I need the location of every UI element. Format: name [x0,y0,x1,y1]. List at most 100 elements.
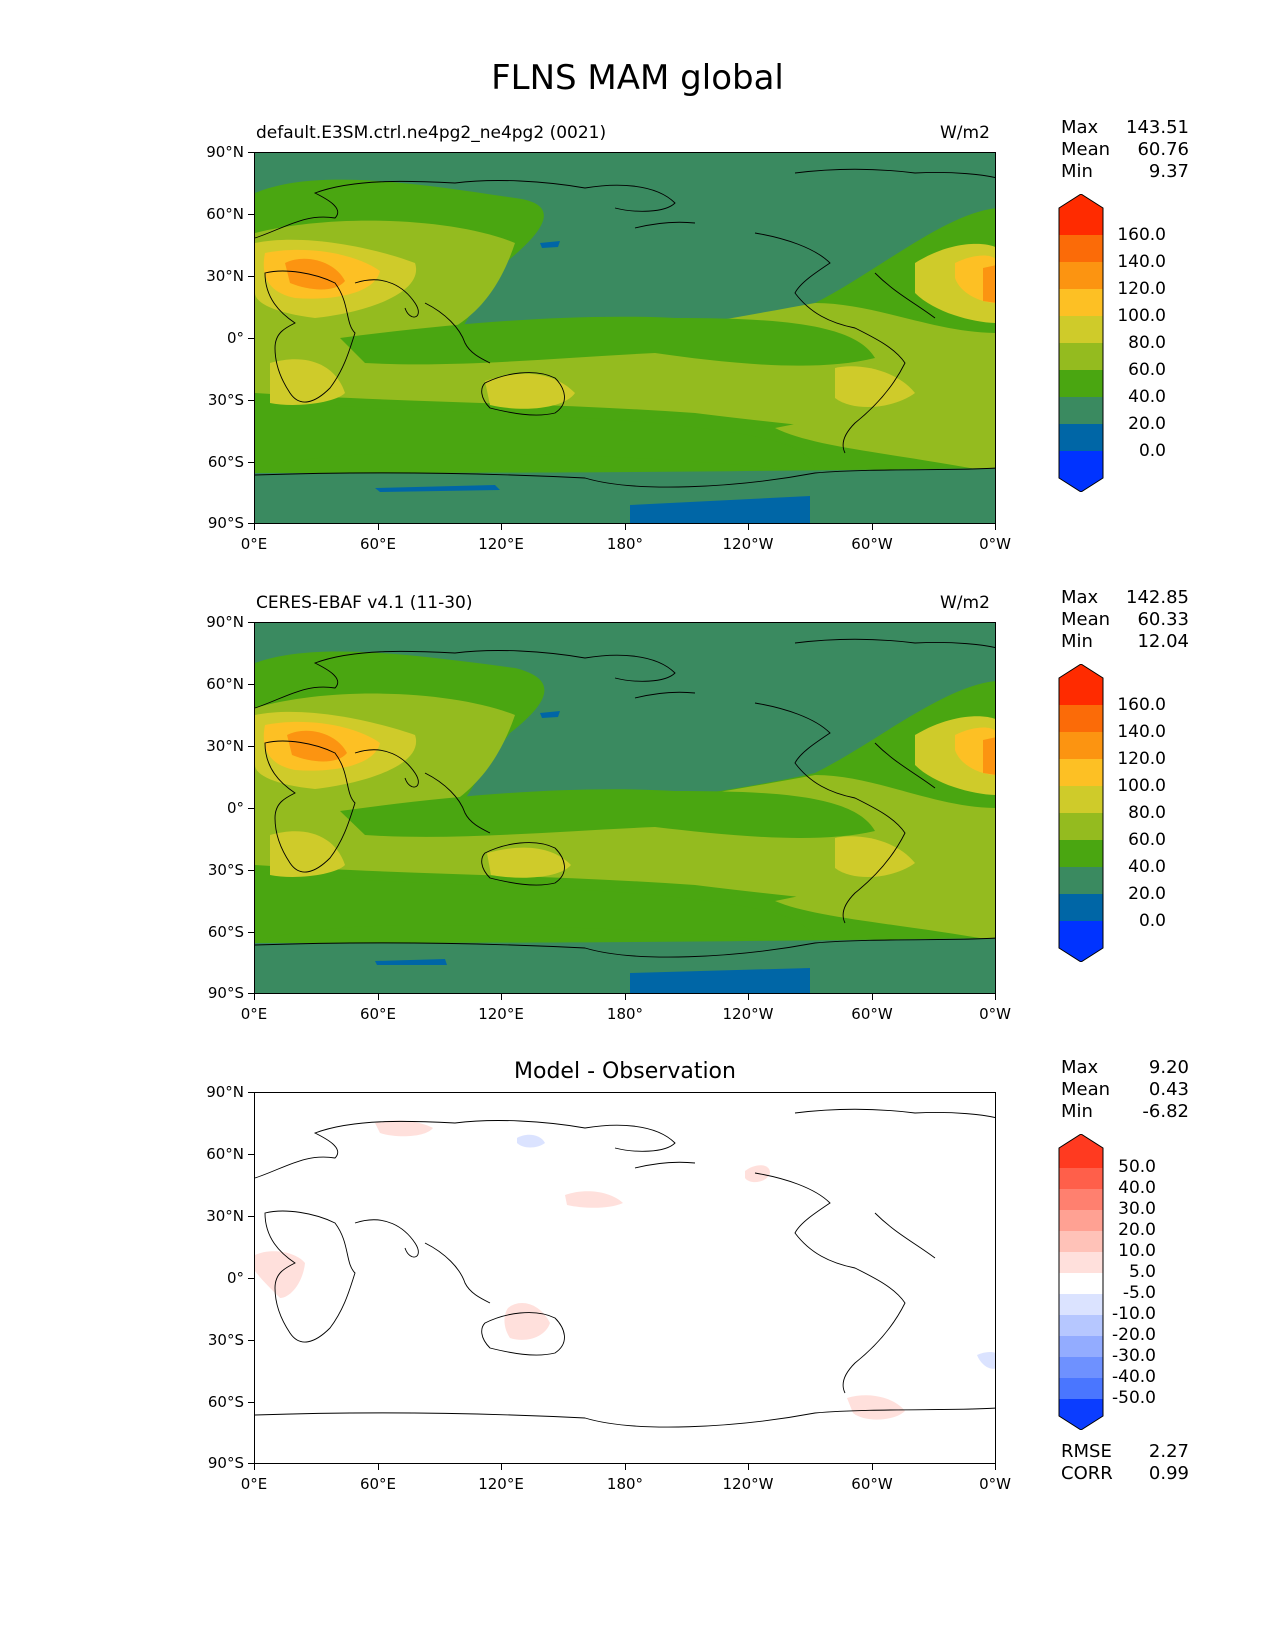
ytick-60n: 60°N [206,205,244,223]
field-antarctic-dark [255,938,995,993]
cbar-label-50: 50.0 [1118,1157,1156,1177]
cbar-label-160: 160.0 [1117,225,1166,245]
cbar-label-80: 80.0 [1128,333,1166,353]
stat-max-label: Max [1061,117,1099,138]
cbar-label-120: 120.0 [1117,749,1166,769]
map-model [254,152,996,524]
ytick-0: 0° [226,329,244,347]
cbar-label-60: 60.0 [1128,360,1166,380]
stat-mean-value: 60.76 [1137,139,1189,160]
panel-model-label-right: W/m2 [940,123,990,143]
diff-pos-africa [255,1251,305,1298]
xtick-120e: 120°E [478,1475,524,1493]
xtick-180: 180° [606,1475,644,1493]
cbar-label-120: 120.0 [1117,279,1166,299]
field-aus-80 [485,373,575,409]
stat-mean-value: 0.43 [1148,1079,1189,1100]
ytick-60s: 60°S [207,923,244,941]
map-obs-field [255,623,995,993]
map-obs [254,622,996,994]
ytick-60n: 60°N [206,1145,244,1163]
panel-diff-title: Model - Observation [514,1059,736,1084]
coastlines [255,1108,995,1428]
cbar-label-20: 20.0 [1128,884,1166,904]
ytick-90n: 90°N [206,1083,244,1101]
diff-pos-southamerica [847,1395,905,1420]
stat-rmse-value: 2.27 [1148,1441,1189,1462]
colorbar-diff: 50.0 40.0 30.0 20.0 10.0 5.0 -5.0 -10.0 … [1058,1133,1156,1434]
xtick-0e: 0°E [240,1005,268,1023]
xtick-0e: 0°E [240,535,268,553]
cbar-label-neg40: -40.0 [1112,1367,1156,1387]
xtick-120w: 120°W [722,1005,774,1023]
ytick-90s: 90°S [207,984,244,1002]
diff-neg-satl [977,1352,995,1369]
stat-min-label: Min [1061,161,1093,182]
xtick-180: 180° [606,1005,644,1023]
xtick-60w: 60°W [851,1005,893,1023]
ytick-60n: 60°N [206,675,244,693]
ytick-30n: 30°N [206,737,244,755]
colorbar-obs: 160.0 140.0 120.0 100.0 80.0 60.0 40.0 2… [1058,663,1166,966]
stat-corr-value: 0.99 [1148,1463,1189,1484]
cbar-label-40: 40.0 [1128,857,1166,877]
diff-pos-npacific [565,1191,623,1208]
cbar-label-160: 160.0 [1117,695,1166,715]
cbar-label-neg5: -5.0 [1122,1283,1156,1303]
stats-model: Max 143.51 Mean 60.76 Min 9.37 [1061,117,1189,183]
field-sam-80 [835,366,915,408]
stat-mean-value: 60.33 [1137,609,1189,630]
stat-mean-label: Mean [1061,1079,1111,1100]
cbar-label-30: 30.0 [1118,1199,1156,1219]
xtick-120w: 120°W [722,535,774,553]
stat-max-label: Max [1061,587,1099,608]
diff-pos-siberia [375,1120,433,1137]
field-antarctic-20 [630,496,810,523]
map-diff-field [255,1093,995,1463]
cbar-label-60: 60.0 [1128,830,1166,850]
cbar-label-0: 0.0 [1138,911,1166,931]
xtick-60w: 60°W [851,1475,893,1493]
ytick-90n: 90°N [206,613,244,631]
cbar-label-20: 20.0 [1118,1220,1156,1240]
diff-pos-australia [504,1303,550,1340]
cbar-label-40: 40.0 [1118,1178,1156,1198]
xtick-60e: 60°E [359,1475,397,1493]
cbar-label-140: 140.0 [1117,252,1166,272]
xtick-120w: 120°W [722,1475,774,1493]
stat-min-value: 9.37 [1148,161,1189,182]
field-southern-20 [375,485,500,492]
xtick-60e: 60°E [359,1005,397,1023]
field-antarctic-20 [630,968,810,993]
ytick-0: 0° [226,799,244,817]
cbar-label-80: 80.0 [1128,803,1166,823]
field-atl-140 [983,737,995,775]
stat-mean-label: Mean [1061,139,1111,160]
ytick-60s: 60°S [207,1393,244,1411]
cbar-label-5: 5.0 [1128,1262,1156,1282]
cbar-label-40: 40.0 [1128,387,1166,407]
panel-obs-label-left: CERES-EBAF v4.1 (11-30) [256,593,473,613]
xtick-0w: 0°W [979,535,1011,553]
colorbar-model: 160.0 140.0 120.0 100.0 80.0 60.0 40.0 2… [1058,193,1166,496]
diff-neg-arctic [517,1134,545,1148]
xtick-120e: 120°E [478,1005,524,1023]
stat-corr-label: CORR [1061,1463,1113,1484]
ytick-60s: 60°S [207,453,244,471]
field-japan-20 [540,241,560,248]
field-sa-80 [270,359,345,405]
stats-diff: Max 9.20 Mean 0.43 Min -6.82 [1061,1057,1189,1123]
field-atl-140 [983,265,995,303]
stat-max-value: 143.51 [1126,117,1189,138]
cbar-label-10: 10.0 [1118,1241,1156,1261]
field-southern-20 [375,959,447,965]
ytick-90s: 90°S [207,514,244,532]
xtick-0e: 0°E [240,1475,268,1493]
field-japan-20 [540,711,560,718]
ytick-90s: 90°S [207,1454,244,1472]
xtick-0w: 0°W [979,1005,1011,1023]
stat-max-value: 9.20 [1148,1057,1189,1078]
map-diff [254,1092,996,1464]
page-title: FLNS MAM global [491,58,784,98]
xtick-0w: 0°W [979,1475,1011,1493]
